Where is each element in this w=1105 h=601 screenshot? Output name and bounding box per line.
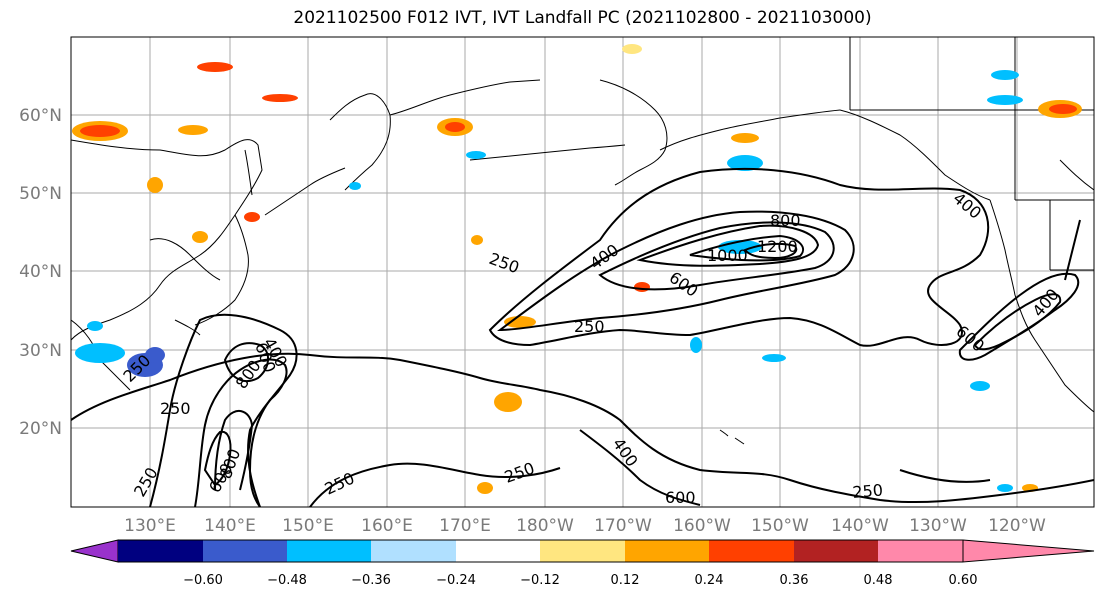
- longitude-labels: 130°E 140°E 150°E 160°E 170°E 180°W 170°…: [124, 516, 1046, 536]
- contour-label: 250: [574, 317, 605, 336]
- colorbar-swatch: [878, 540, 963, 562]
- colorbar-swatch: [287, 540, 371, 562]
- colorbar-extend-left: [70, 539, 119, 563]
- lon-label: 160°E: [361, 516, 413, 536]
- latitude-labels: 60°N 50°N 40°N 30°N 20°N: [19, 106, 62, 439]
- lon-label: 150°W: [751, 516, 809, 536]
- colorbar-extend-right: [962, 539, 1095, 563]
- lon-label: 160°W: [673, 516, 731, 536]
- lon-label: 140°E: [204, 516, 256, 536]
- colorbar-tick-label: −0.12: [520, 573, 560, 588]
- lat-label: 60°N: [19, 106, 62, 126]
- lat-label: 30°N: [19, 341, 62, 361]
- colorbar-tick-label: 0.48: [864, 573, 893, 588]
- pc-shading: [72, 44, 1082, 494]
- colorbar-swatch: [203, 540, 287, 562]
- colorbar-tick-label: −0.36: [351, 573, 391, 588]
- colorbar-swatch: [709, 540, 794, 562]
- contour-label: 250: [160, 399, 191, 418]
- colorbar-tick-label: 0.36: [780, 573, 809, 588]
- contour-label: 250: [852, 480, 884, 502]
- colorbar-swatch: [118, 540, 203, 562]
- colorbar-tick-label: −0.24: [436, 573, 476, 588]
- lat-label: 40°N: [19, 262, 62, 282]
- coastlines: [71, 79, 1094, 445]
- lon-label: 150°E: [282, 516, 334, 536]
- colorbar-tick-label: 0.60: [949, 573, 978, 588]
- colorbar-tick-label: −0.60: [183, 573, 223, 588]
- lon-label: 140°W: [831, 516, 889, 536]
- colorbar-tick-label: −0.48: [267, 573, 307, 588]
- lat-label: 50°N: [19, 184, 62, 204]
- lon-label: 130°W: [909, 516, 967, 536]
- colorbar-tick-label: 0.12: [611, 573, 640, 588]
- contour-label: 800: [770, 211, 801, 230]
- colorbar-swatch: [794, 540, 878, 562]
- lon-label: 120°W: [988, 516, 1046, 536]
- colorbar-swatch: [456, 540, 540, 562]
- lat-label: 20°N: [19, 419, 62, 439]
- lon-label: 180°W: [516, 516, 574, 536]
- colorbar-tick-label: 0.24: [695, 573, 724, 588]
- ivt-contours: [71, 167, 1094, 507]
- lon-label: 130°E: [124, 516, 176, 536]
- map-title: 2021102500 F012 IVT, IVT Landfall PC (20…: [293, 8, 872, 28]
- lon-label: 170°E: [439, 516, 491, 536]
- contour-label: 1200: [757, 237, 798, 256]
- colorbar: −0.60 −0.48 −0.36 −0.24 −0.12 0.12 0.24 …: [70, 539, 1095, 588]
- map-frame: [70, 36, 1095, 508]
- gridlines: [71, 37, 1094, 507]
- colorbar-swatch: [625, 540, 709, 562]
- lon-label: 170°W: [594, 516, 652, 536]
- contour-label: 1000: [707, 246, 748, 265]
- contour-label: 600: [665, 488, 696, 507]
- political-borders: [849, 37, 1094, 271]
- colorbar-swatch: [371, 540, 456, 562]
- colorbar-swatch: [540, 540, 625, 562]
